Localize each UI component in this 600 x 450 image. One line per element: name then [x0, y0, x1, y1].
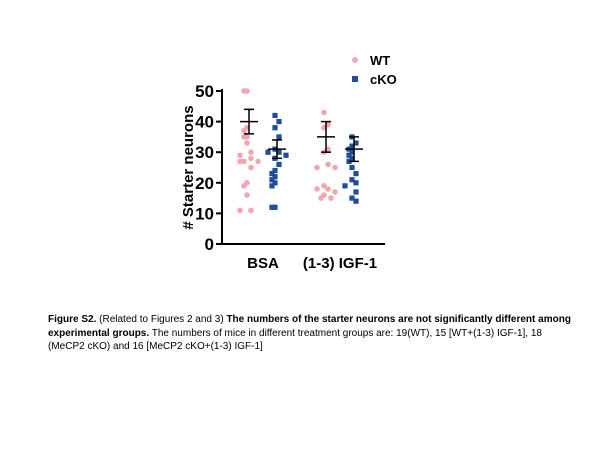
y-tick-label: 50 [195, 82, 214, 101]
y-tick-label: 0 [205, 235, 214, 254]
data-point-wt [248, 155, 254, 162]
caption-label: Figure S2. [48, 314, 97, 325]
data-point-cko [269, 204, 275, 210]
data-point-cko [272, 204, 278, 210]
legend-label-cko: cKO [370, 72, 397, 87]
data-point-wt [241, 158, 247, 165]
data-point-wt [244, 192, 250, 198]
data-point-cko [349, 143, 355, 149]
data-point-cko [353, 198, 359, 204]
data-point-wt [241, 127, 247, 134]
data-point-cko [283, 152, 289, 158]
data-point-cko [276, 134, 282, 140]
data-point-wt [314, 186, 320, 192]
data-point-cko [272, 125, 278, 131]
x-tick-label: BSA [247, 255, 279, 272]
legend-marker-wt [352, 57, 358, 63]
data-point-cko [342, 183, 348, 189]
caption-body: The numbers of mice in different treatme… [48, 327, 542, 353]
data-point-wt [244, 140, 250, 146]
data-point-cko [276, 119, 282, 125]
data-point-wt [248, 149, 254, 155]
data-point-wt [321, 183, 327, 189]
data-point-wt [328, 195, 334, 201]
data-point-wt [241, 88, 247, 94]
data-point-cko [346, 152, 352, 158]
data-point-wt [325, 161, 331, 168]
data-point-cko [269, 171, 275, 177]
data-point-cko [353, 140, 359, 146]
caption-related: (Related to Figures 2 and 3) [96, 314, 227, 325]
data-point-wt [314, 164, 320, 171]
data-point-wt [237, 152, 243, 159]
data-point-wt [248, 164, 254, 171]
x-tick-label: (1-3) IGF-1 [303, 255, 377, 272]
legend-marker-cko [352, 76, 358, 82]
data-point-wt [332, 189, 338, 195]
data-point-cko [272, 167, 278, 174]
data-point-cko [349, 155, 355, 161]
data-point-cko [276, 161, 282, 168]
data-point-wt [241, 134, 247, 140]
data-point-cko [349, 149, 355, 155]
data-point-cko [353, 180, 359, 186]
data-point-wt [255, 158, 261, 165]
data-point-wt [325, 186, 331, 192]
data-point-cko [272, 180, 278, 186]
data-point-cko [272, 174, 278, 180]
figure-caption: Figure S2. (Related to Figures 2 and 3) … [48, 313, 578, 354]
data-point-cko [349, 164, 355, 171]
data-point-wt [237, 207, 243, 214]
data-point-cko [353, 171, 359, 177]
y-axis-label: # Starter neurons [180, 105, 197, 229]
data-point-cko [353, 189, 359, 195]
data-point-cko [349, 195, 355, 201]
data-point-wt [332, 164, 338, 171]
data-point-cko [265, 149, 271, 155]
data-point-wt [248, 207, 254, 214]
data-point-cko [269, 183, 275, 189]
caption-bold-text: The numbers of the starter neurons are n… [48, 314, 571, 339]
starter-neurons-chart: 0 10 20 30 40 50 BSA (1-3) IGF-1 # Starter neuro… [180, 53, 397, 272]
data-point-wt [318, 195, 324, 201]
data-point-cko [349, 177, 355, 183]
data-point-cko [276, 149, 282, 155]
data-point-cko [269, 177, 275, 183]
data-point-wt [237, 158, 243, 165]
y-tick-label: 20 [195, 174, 214, 193]
data-point-cko [272, 112, 278, 119]
y-tick-label: 40 [195, 113, 214, 132]
y-tick-label: 30 [195, 143, 214, 162]
y-tick-label: 10 [195, 204, 214, 223]
data-point-wt [321, 109, 327, 116]
data-point-wt [241, 183, 247, 189]
legend-label-wt: WT [370, 53, 390, 68]
